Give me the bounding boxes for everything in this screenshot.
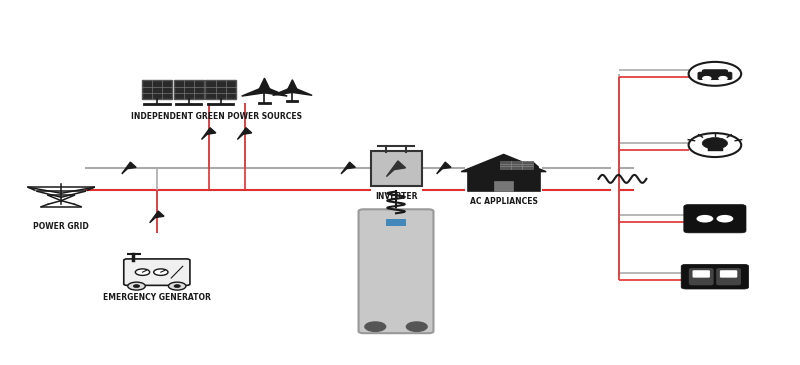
Circle shape bbox=[406, 322, 427, 331]
FancyBboxPatch shape bbox=[681, 264, 749, 289]
FancyBboxPatch shape bbox=[500, 161, 533, 169]
Circle shape bbox=[290, 89, 295, 92]
FancyBboxPatch shape bbox=[693, 270, 710, 278]
Circle shape bbox=[128, 282, 146, 290]
Polygon shape bbox=[437, 162, 451, 174]
Circle shape bbox=[702, 138, 727, 149]
Polygon shape bbox=[386, 161, 406, 177]
Polygon shape bbox=[273, 88, 295, 95]
FancyBboxPatch shape bbox=[720, 270, 738, 278]
Circle shape bbox=[689, 62, 742, 86]
Text: INDEPENDENT GREEN POWER SOURCES: INDEPENDENT GREEN POWER SOURCES bbox=[131, 112, 302, 121]
Polygon shape bbox=[242, 88, 267, 96]
Polygon shape bbox=[238, 128, 252, 139]
Circle shape bbox=[718, 76, 727, 80]
Polygon shape bbox=[202, 128, 216, 139]
Text: INVERTER: INVERTER bbox=[374, 192, 418, 200]
Polygon shape bbox=[287, 80, 298, 90]
FancyBboxPatch shape bbox=[370, 151, 422, 186]
Polygon shape bbox=[150, 211, 164, 223]
FancyBboxPatch shape bbox=[386, 219, 406, 226]
Circle shape bbox=[135, 269, 150, 276]
Polygon shape bbox=[524, 162, 538, 174]
Text: AC APPLIANCES: AC APPLIANCES bbox=[470, 197, 538, 207]
Circle shape bbox=[261, 89, 268, 92]
Text: POWER GRID: POWER GRID bbox=[34, 222, 89, 231]
Polygon shape bbox=[461, 154, 546, 172]
Polygon shape bbox=[290, 88, 312, 95]
Circle shape bbox=[154, 269, 168, 276]
Circle shape bbox=[134, 285, 140, 288]
FancyBboxPatch shape bbox=[702, 70, 727, 76]
FancyBboxPatch shape bbox=[494, 181, 513, 191]
Polygon shape bbox=[258, 78, 270, 90]
Polygon shape bbox=[122, 162, 136, 174]
Circle shape bbox=[365, 322, 386, 331]
FancyBboxPatch shape bbox=[684, 205, 746, 233]
Circle shape bbox=[697, 215, 714, 223]
Text: EMERGENCY GENERATOR: EMERGENCY GENERATOR bbox=[103, 293, 210, 302]
Circle shape bbox=[702, 76, 711, 80]
Circle shape bbox=[717, 215, 734, 223]
Circle shape bbox=[174, 285, 180, 288]
Circle shape bbox=[689, 133, 742, 157]
FancyBboxPatch shape bbox=[698, 72, 732, 80]
FancyBboxPatch shape bbox=[174, 80, 204, 99]
FancyBboxPatch shape bbox=[716, 268, 741, 285]
Circle shape bbox=[169, 282, 186, 290]
FancyBboxPatch shape bbox=[468, 172, 539, 191]
FancyBboxPatch shape bbox=[142, 80, 172, 99]
FancyBboxPatch shape bbox=[206, 80, 236, 99]
FancyBboxPatch shape bbox=[124, 259, 190, 285]
Polygon shape bbox=[341, 162, 355, 174]
Polygon shape bbox=[262, 88, 287, 96]
FancyBboxPatch shape bbox=[358, 209, 434, 333]
FancyBboxPatch shape bbox=[689, 268, 714, 285]
